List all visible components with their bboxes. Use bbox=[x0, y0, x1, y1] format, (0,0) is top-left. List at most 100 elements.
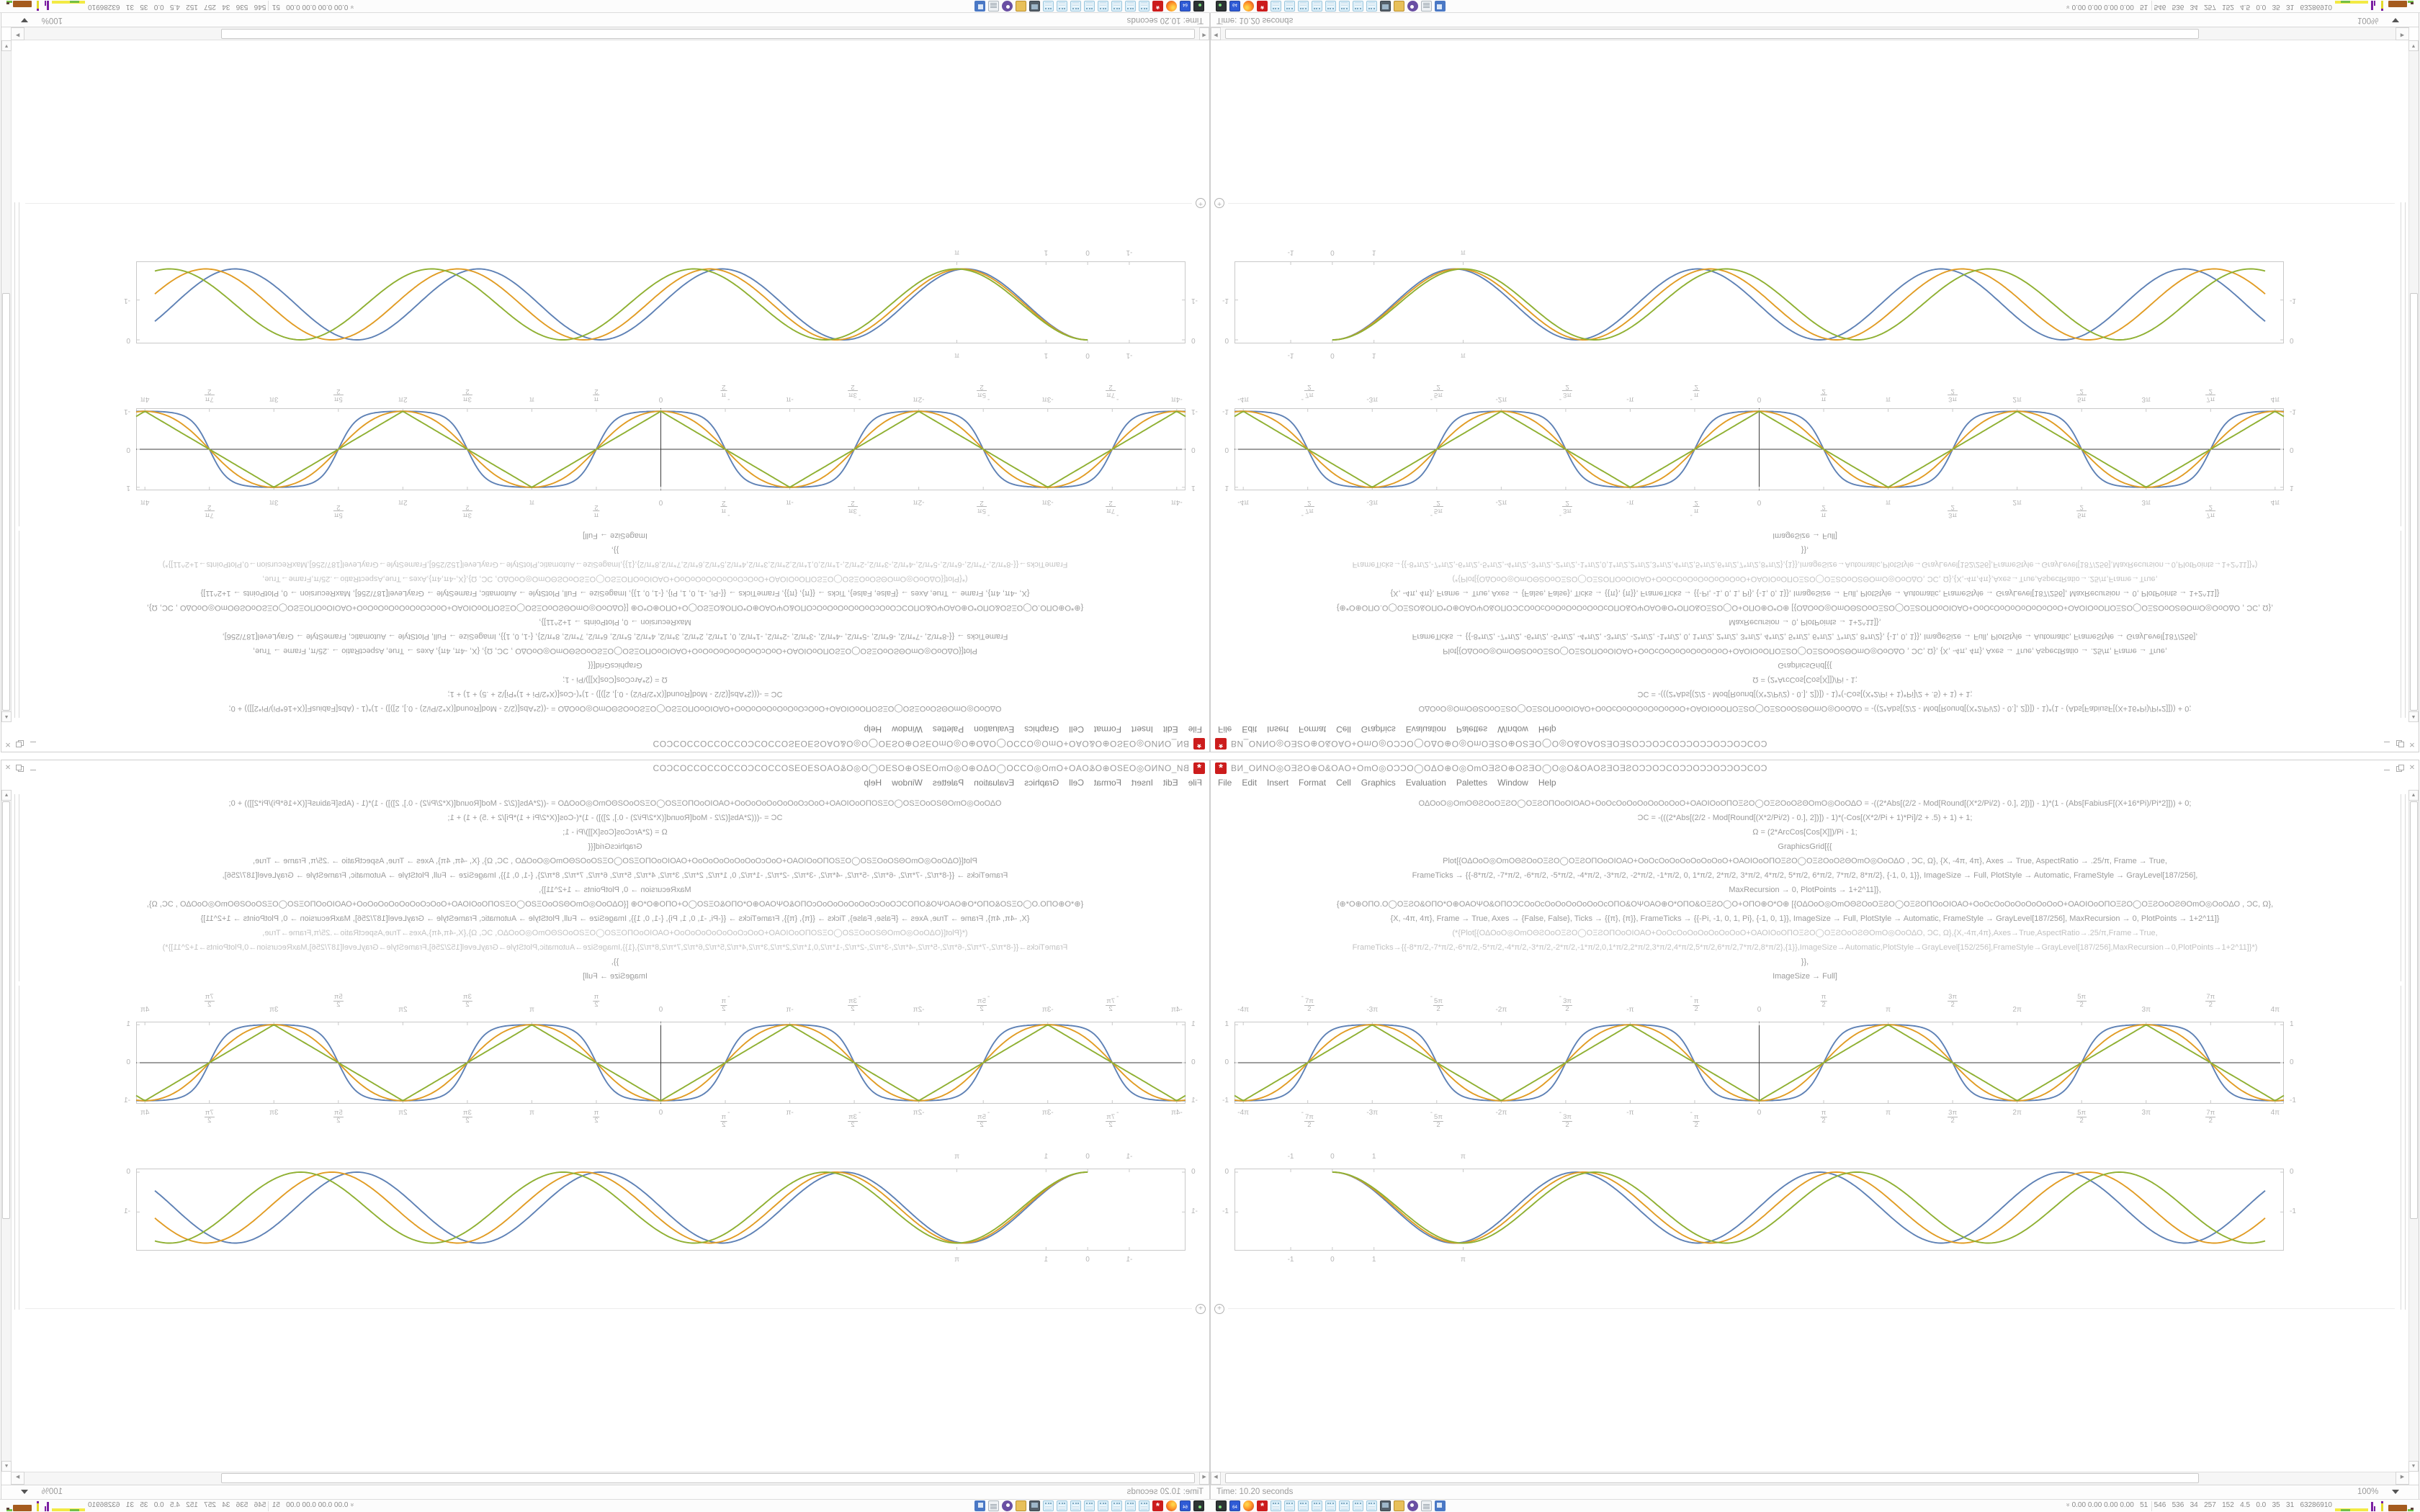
scroll-down-button[interactable]: ▼ bbox=[1, 1461, 12, 1472]
firefox-icon[interactable] bbox=[1166, 1, 1177, 12]
code-line[interactable]: ImageSize → Full] bbox=[583, 531, 647, 540]
minimize-button[interactable] bbox=[2382, 739, 2392, 748]
notepad-icon[interactable] bbox=[1339, 1500, 1350, 1511]
code-line[interactable]: MaxRecursion → 0, PlotPoints → 1+2^11]}, bbox=[1729, 618, 1881, 626]
notepad-icon[interactable] bbox=[1084, 1, 1095, 12]
drive-icon[interactable] bbox=[1216, 1500, 1227, 1511]
code-line[interactable]: ΟΔΟοΟ◎ΟmΟΘƧΟοΟΞƧΟ◯ΟΞƧΟΠΟοΟΙΟΑΟ+ΟοΟcΟοΟοΟ… bbox=[1418, 799, 2192, 808]
magnification-dropdown-icon[interactable] bbox=[21, 18, 28, 22]
scroll-up-button[interactable]: ▲ bbox=[2408, 790, 2419, 801]
vertical-scrollbar-thumb[interactable] bbox=[2, 293, 10, 711]
code-line[interactable]: ΟΔΟοΟ◎ΟmΟΘƧΟοΟΞƧΟ◯ΟΞƧΟΠΟοΟΙΟΑΟ+ΟοΟcΟοΟοΟ… bbox=[228, 799, 1002, 808]
floppy-64-icon[interactable]: 64 bbox=[1180, 1500, 1191, 1511]
vertical-scrollbar-thumb[interactable] bbox=[2410, 801, 2418, 1219]
notepad-icon[interactable] bbox=[1098, 1500, 1108, 1511]
menu-edit[interactable]: Edit bbox=[1242, 778, 1258, 788]
vertical-scrollbar[interactable] bbox=[2408, 790, 2419, 1472]
scroll-right-button[interactable]: ▶ bbox=[11, 27, 24, 40]
notepad-icon[interactable] bbox=[1298, 1500, 1309, 1511]
window-titlebar[interactable]: * BИ_OИNO◎OƎƧO⊕O&OΑO+OmO◎OƆϽO◯OΔO⊕O◎OmOƎ… bbox=[1211, 736, 2419, 752]
close-button[interactable]: ✕ bbox=[2408, 764, 2416, 772]
code-line[interactable]: MaxRecursion → 0, PlotPoints → 1+2^11]}, bbox=[539, 886, 691, 894]
menu-evaluation[interactable]: Evaluation bbox=[974, 724, 1015, 734]
code-line[interactable]: {X, -4π, 4π}, Frame → True, Axes → {Fals… bbox=[200, 589, 1030, 598]
insert-cell-icon[interactable]: + bbox=[1214, 198, 1224, 208]
code-line[interactable]: Ω = (2*ArcCos[Cos[X]])/Pi - 1; bbox=[563, 675, 668, 684]
code-line[interactable]: ImageSize → Full] bbox=[1773, 531, 1837, 540]
notepad-icon[interactable] bbox=[1270, 1, 1281, 12]
code-line[interactable]: Ω = (2*ArcCos[Cos[X]])/Pi - 1; bbox=[1752, 828, 1857, 837]
notepad-icon[interactable] bbox=[1298, 1, 1309, 12]
document-icon[interactable] bbox=[988, 1, 999, 12]
menu-help[interactable]: Help bbox=[1538, 724, 1556, 734]
menu-graphics[interactable]: Graphics bbox=[1024, 778, 1059, 788]
code-line[interactable]: GraphicsGrid[{{ bbox=[1778, 661, 1832, 670]
scroll-right-button[interactable]: ▶ bbox=[2396, 1472, 2409, 1485]
menu-palettes[interactable]: Palettes bbox=[932, 778, 964, 788]
notepad-icon[interactable] bbox=[1043, 1, 1054, 12]
scroll-left-button[interactable]: ◀ bbox=[1211, 27, 1221, 40]
notepad-icon[interactable] bbox=[1139, 1500, 1150, 1511]
close-button[interactable]: ✕ bbox=[2408, 740, 2416, 748]
close-button[interactable]: ✕ bbox=[4, 764, 12, 772]
notepad-icon[interactable] bbox=[1057, 1500, 1067, 1511]
magnification-dropdown-icon[interactable] bbox=[2392, 18, 2399, 22]
code-line[interactable]: MaxRecursion → 0, PlotPoints → 1+2^11]}, bbox=[1729, 886, 1881, 894]
code-line-comment[interactable]: (*{Plot[{ΟΔΟοΟ◎ΟmΟΘƧΟοΟΞƧΟ◯ΟΞƧΟΠΟοΟΙΟΑΟ+… bbox=[1452, 575, 2158, 583]
menu-format[interactable]: Format bbox=[1093, 724, 1121, 734]
window-icon[interactable] bbox=[974, 1, 985, 12]
menu-format[interactable]: Format bbox=[1299, 778, 1327, 788]
menu-file[interactable]: File bbox=[1218, 778, 1232, 788]
code-line[interactable]: Plot[{ΟΔΟοΟ◎ΟmΟΘƧΟοΟΞƧΟ◯ΟΞƧΟΠΟοΟΙΟΑΟ+ΟοΟ… bbox=[253, 647, 977, 655]
notepad-icon[interactable] bbox=[1353, 1500, 1363, 1511]
notepad-icon[interactable] bbox=[1312, 1500, 1322, 1511]
document-icon[interactable] bbox=[988, 1500, 999, 1511]
notepad-icon[interactable] bbox=[1084, 1500, 1095, 1511]
notepad-icon[interactable] bbox=[1284, 1, 1295, 12]
vertical-scrollbar-thumb[interactable] bbox=[2410, 293, 2418, 711]
magnification-value[interactable]: 100% bbox=[41, 1488, 63, 1496]
code-line[interactable]: Ω = (2*ArcCos[Cos[X]])/Pi - 1; bbox=[563, 828, 668, 837]
code-line-comment[interactable]: FrameTicks→{{-8*π/2,-7*π/2,-6*π/2,-5*π/2… bbox=[162, 943, 1068, 952]
menu-file[interactable]: File bbox=[1188, 778, 1202, 788]
insert-cell-icon[interactable]: + bbox=[1196, 1304, 1206, 1314]
code-line[interactable]: FrameTicks → {{-8*π/2, -7*π/2, -6*π/2, -… bbox=[1412, 632, 2198, 641]
restore-button[interactable] bbox=[2394, 739, 2404, 748]
drive-icon[interactable] bbox=[1216, 1, 1227, 12]
cell-bracket-group[interactable] bbox=[14, 202, 15, 718]
code-line[interactable]: Plot[{ΟΔΟοΟ◎ΟmΟΘƧΟοΟΞƧΟ◯ΟΞƧΟΠΟοΟΙΟΑΟ+ΟοΟ… bbox=[1443, 857, 2167, 865]
notepad-icon[interactable] bbox=[1270, 1500, 1281, 1511]
menu-cell[interactable]: Cell bbox=[1336, 778, 1351, 788]
window-titlebar[interactable]: * BИ_OИNO◎OƎƧO⊕O&OΑO+OmO◎OƆϽO◯OΔO⊕O◎OmOƎ… bbox=[1211, 760, 2419, 776]
code-line[interactable]: ƆC = -(((2*Abs[(2/2 - Mod[Round[(X*2/Pi/… bbox=[1637, 690, 1973, 698]
code-line[interactable]: {⊕*Ο⊕ΟΠΟ.Ο◯ΟΞƧΟ&ΟΠΟ*Ο⊕ΟΑΟΨΟ&ΟΠΟƆCΟοΟcΟοΟ… bbox=[146, 900, 1084, 909]
scroll-down-button[interactable]: ▼ bbox=[2408, 1461, 2419, 1472]
code-line[interactable]: Ω = (2*ArcCos[Cos[X]])/Pi - 1; bbox=[1752, 675, 1857, 684]
menu-insert[interactable]: Insert bbox=[1267, 778, 1289, 788]
monitor-icon[interactable] bbox=[1029, 1500, 1040, 1511]
document-icon[interactable] bbox=[1421, 1, 1432, 12]
menu-edit[interactable]: Edit bbox=[1242, 724, 1258, 734]
magnification-dropdown-icon[interactable] bbox=[21, 1490, 28, 1494]
magnification-value[interactable]: 100% bbox=[41, 16, 63, 24]
menu-window[interactable]: Window bbox=[892, 724, 923, 734]
window-icon[interactable] bbox=[974, 1500, 985, 1511]
restore-button[interactable] bbox=[16, 739, 26, 748]
horizontal-scrollbar-thumb[interactable] bbox=[221, 29, 1195, 39]
close-button[interactable]: ✕ bbox=[4, 740, 12, 748]
menu-edit[interactable]: Edit bbox=[1162, 778, 1178, 788]
mathematica-icon[interactable]: * bbox=[1257, 1, 1268, 12]
scroll-up-button[interactable]: ▲ bbox=[1, 790, 12, 801]
notepad-icon[interactable] bbox=[1353, 1, 1363, 12]
code-line[interactable]: {X, -4π, 4π}, Frame → True, Axes → {Fals… bbox=[1390, 589, 2220, 598]
horizontal-scrollbar-thumb[interactable] bbox=[1225, 29, 2199, 39]
menu-cell[interactable]: Cell bbox=[1069, 778, 1084, 788]
monitor-icon[interactable] bbox=[1380, 1, 1391, 12]
code-line-comment[interactable]: FrameTicks→{{-8*π/2,-7*π/2,-6*π/2,-5*π/2… bbox=[162, 560, 1068, 569]
minimize-button[interactable] bbox=[28, 739, 38, 748]
vertical-scrollbar[interactable] bbox=[2408, 40, 2419, 722]
scroll-left-button[interactable]: ◀ bbox=[1199, 1472, 1209, 1485]
menu-window[interactable]: Window bbox=[892, 778, 923, 788]
menu-insert[interactable]: Insert bbox=[1131, 778, 1153, 788]
notepad-icon[interactable] bbox=[1043, 1500, 1054, 1511]
